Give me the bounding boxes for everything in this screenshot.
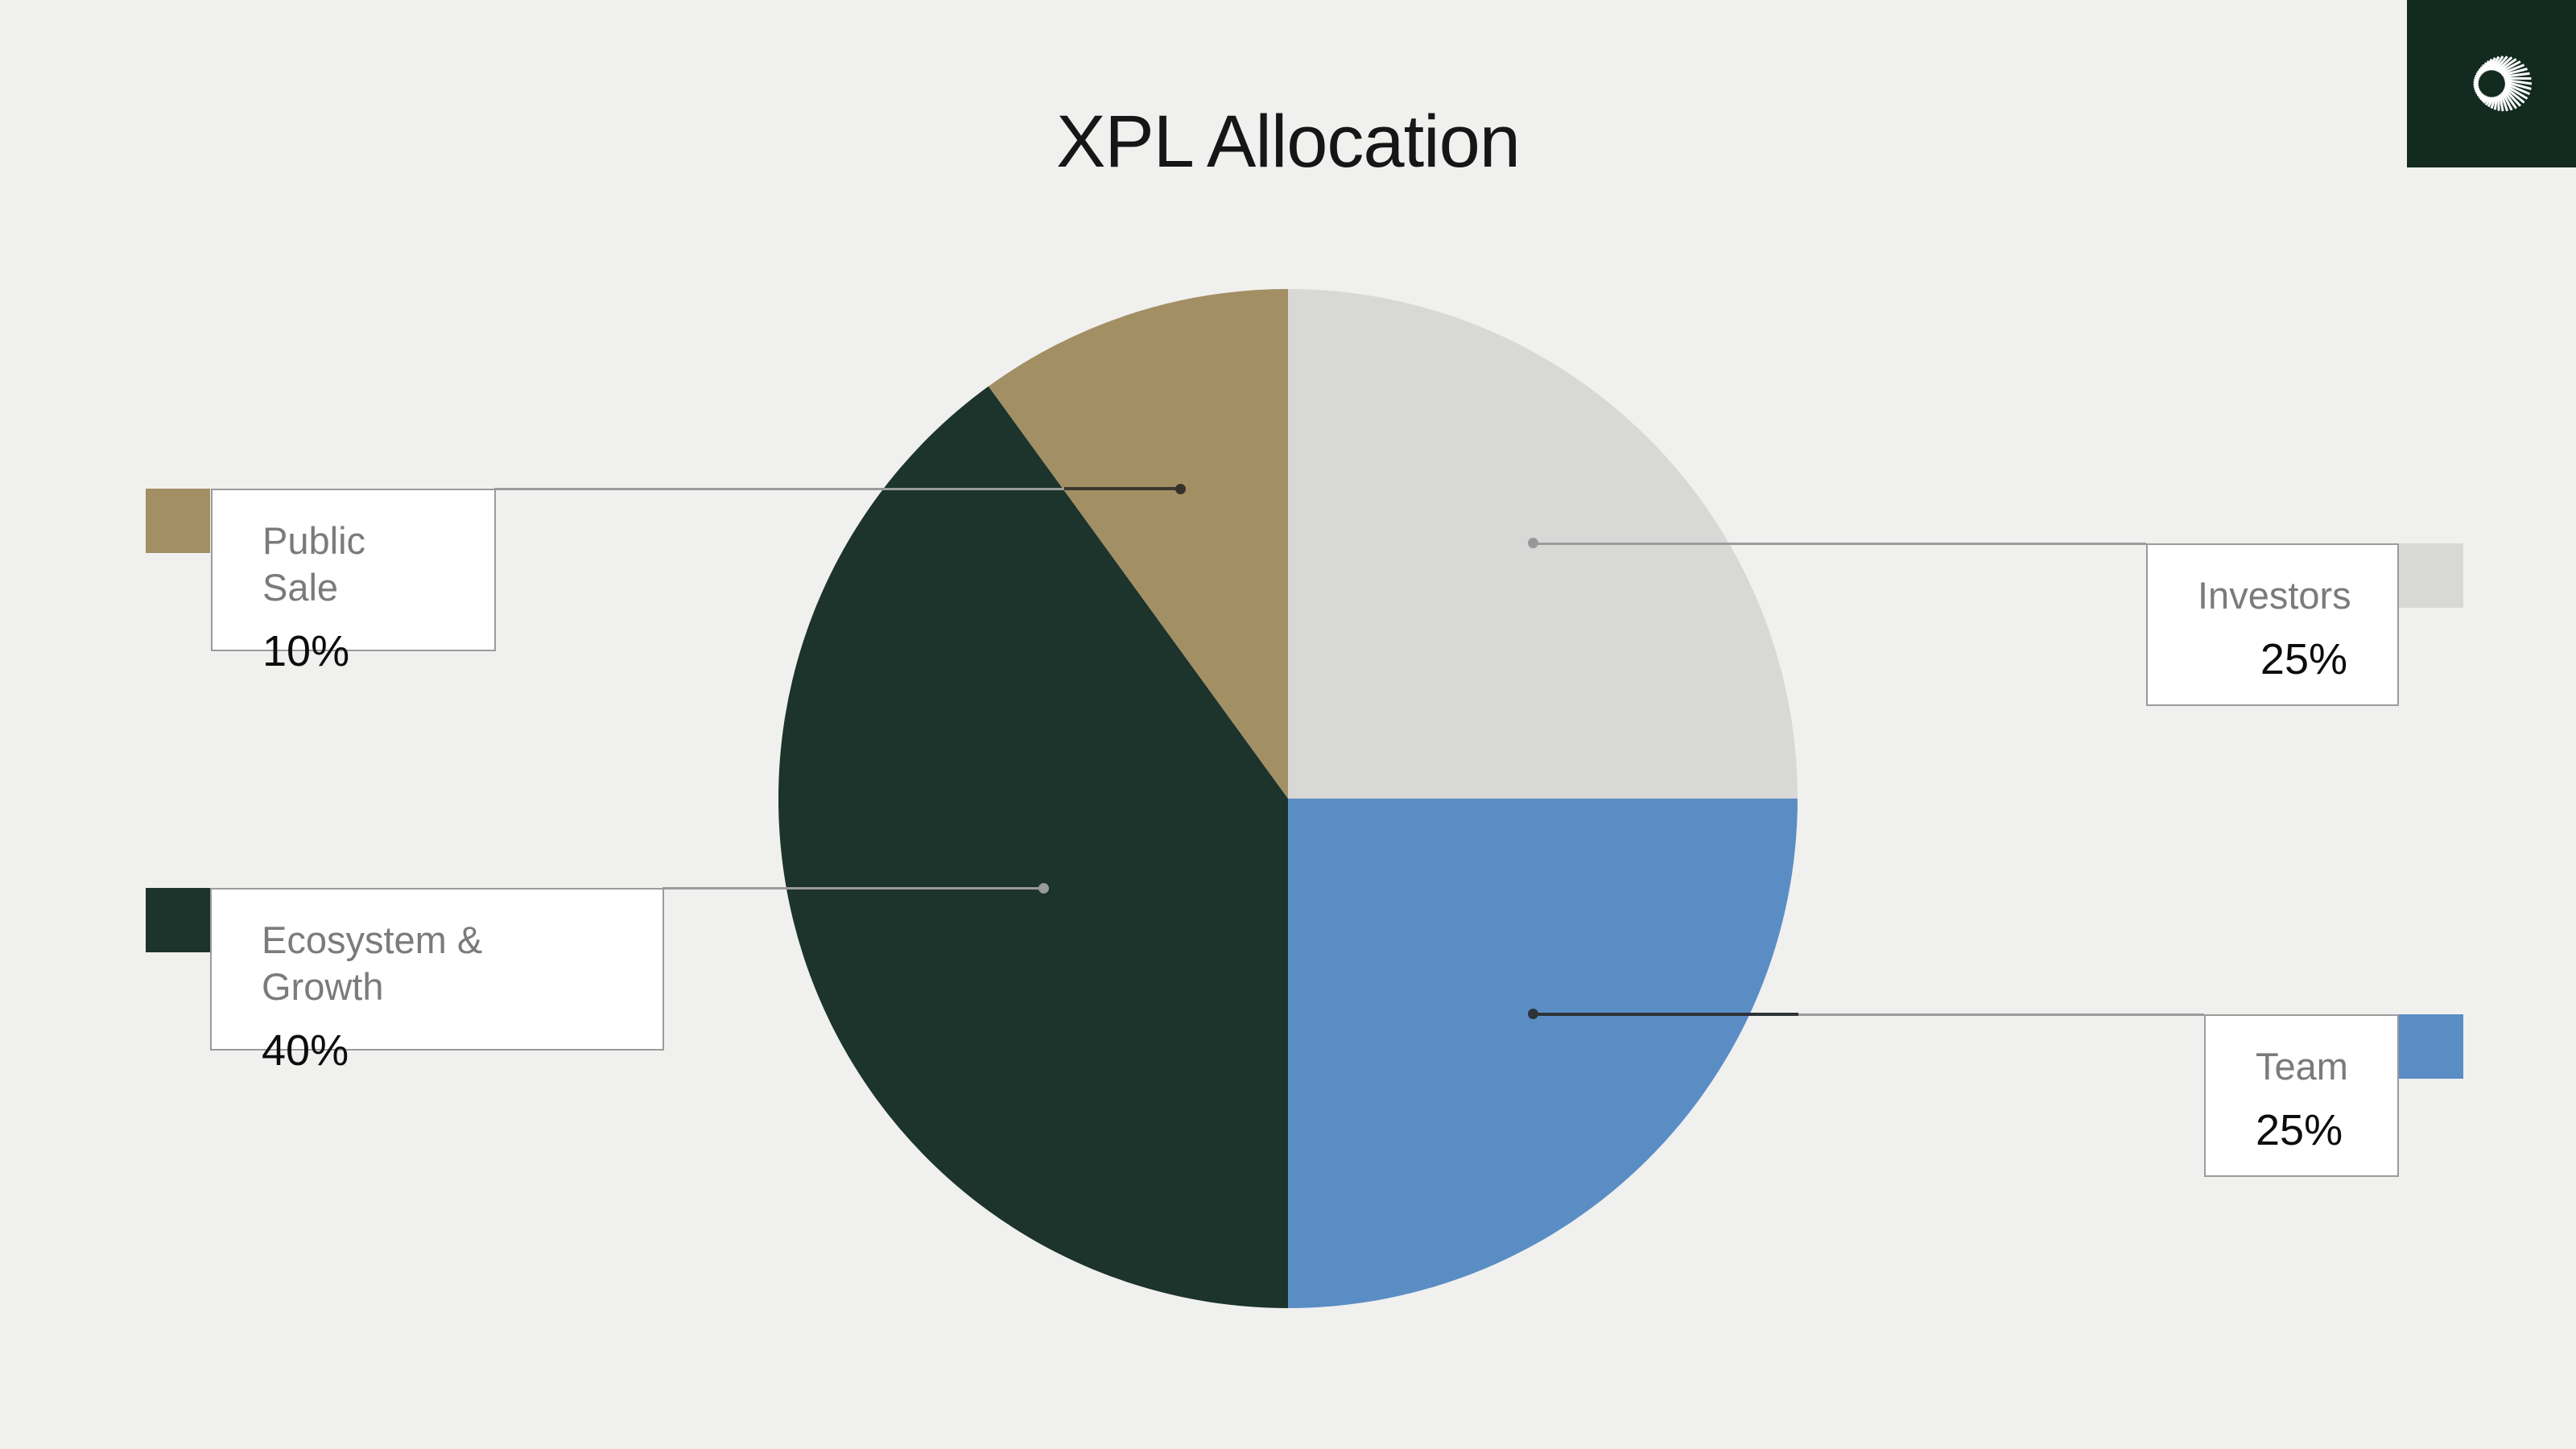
public-sale-leader-line bbox=[494, 488, 1180, 490]
ecosystem-label-box: Ecosystem & Growth 40% bbox=[210, 888, 664, 1075]
logo-sunburst-icon bbox=[2473, 56, 2533, 112]
investors-swatch bbox=[2399, 543, 2463, 608]
investors-label: Investors bbox=[2198, 574, 2351, 617]
investors-value: 25% bbox=[2260, 635, 2347, 683]
public-sale-label-box: Public Sale 10% bbox=[211, 489, 496, 675]
team-label-box: Team 25% bbox=[2204, 1014, 2399, 1177]
team-label: Team bbox=[2256, 1045, 2348, 1088]
team-leader-tip bbox=[1533, 1013, 1798, 1016]
public-sale-dot bbox=[1175, 484, 1186, 494]
ecosystem-swatch bbox=[146, 888, 210, 952]
public-sale-leader-tip bbox=[1064, 487, 1182, 490]
plasma-logo bbox=[2407, 0, 2576, 167]
team-value: 25% bbox=[2256, 1106, 2343, 1154]
public-sale-value: 10% bbox=[262, 627, 350, 675]
page-title: XPL Allocation bbox=[1056, 101, 1521, 183]
pie-slices bbox=[778, 289, 1798, 1308]
ecosystem-value: 40% bbox=[262, 1026, 349, 1075]
public-sale-label: Public Sale bbox=[262, 519, 366, 609]
ecosystem-dot bbox=[1038, 883, 1049, 894]
pie-slice-ecosystem-growth bbox=[778, 386, 1288, 1308]
ecosystem-leader-line bbox=[663, 887, 1043, 890]
team-swatch bbox=[2399, 1014, 2463, 1079]
pie-slice-team bbox=[1288, 799, 1798, 1308]
team-leader-line bbox=[1533, 1013, 2204, 1016]
public-sale-swatch bbox=[146, 489, 210, 553]
investors-dot bbox=[1528, 538, 1538, 548]
team-dot bbox=[1528, 1009, 1538, 1019]
investors-leader-line bbox=[1533, 543, 2146, 545]
investors-label-box: Investors 25% bbox=[2146, 543, 2399, 706]
ecosystem-label: Ecosystem & Growth bbox=[262, 919, 483, 1008]
pie-slice-public-sale bbox=[988, 289, 1288, 799]
